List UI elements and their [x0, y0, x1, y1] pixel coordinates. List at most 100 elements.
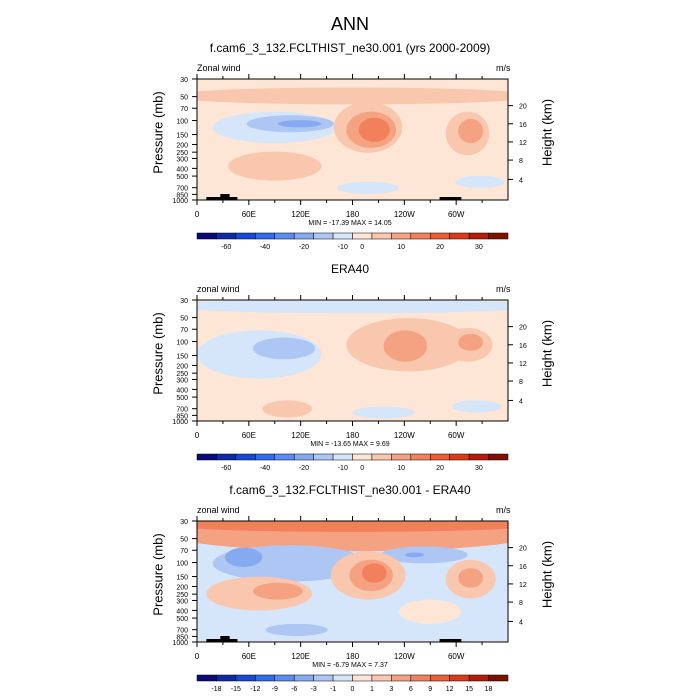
- colorbar-swatch: [371, 232, 392, 240]
- colorbar-swatch: [391, 453, 412, 461]
- colorbar-label: 10: [397, 465, 405, 472]
- colorbar-label: -40: [260, 244, 270, 251]
- panel-title: ERA40: [330, 262, 370, 276]
- colorbar-label: 10: [397, 244, 405, 251]
- x-tick-label: 120E: [291, 210, 310, 219]
- colorbar-swatch: [410, 674, 431, 682]
- colorbar-swatch: [488, 674, 509, 682]
- stats-text: MIN = -17.39 MAX = 14.05: [308, 220, 392, 227]
- x-tick-label: 180: [346, 431, 360, 440]
- y-tick-label: 500: [176, 616, 188, 623]
- y-tick-label: 1000: [172, 640, 188, 647]
- colorbar-swatch: [216, 453, 237, 461]
- contour-fill: [405, 552, 425, 558]
- y2-tick-label: 12: [519, 361, 527, 368]
- colorbar-label: -3: [311, 686, 317, 693]
- y2-tick-label: 20: [519, 104, 527, 111]
- colorbar-label: 6: [409, 686, 413, 693]
- colorbar-label: -1: [330, 686, 336, 693]
- topography: [439, 639, 462, 642]
- colorbar-swatch: [371, 453, 392, 461]
- contour-fill: [265, 623, 328, 636]
- colorbar-swatch: [332, 453, 353, 461]
- y2-tick-label: 12: [519, 582, 527, 589]
- x-tick-label: 180: [346, 210, 360, 219]
- y-tick-label: 400: [176, 608, 188, 615]
- colorbar-swatch: [216, 232, 237, 240]
- contour-fill: [262, 400, 313, 418]
- contour-fill: [458, 568, 484, 588]
- colorbar-label: -10: [338, 465, 348, 472]
- y-tick-label: 50: [180, 537, 188, 544]
- y-tick-label: 400: [176, 387, 188, 394]
- y-tick-label: 250: [176, 592, 188, 599]
- y2-tick-label: 16: [519, 343, 527, 350]
- contours: [197, 521, 508, 636]
- colorbar-label: 9: [428, 686, 432, 693]
- y-tick-label: 200: [176, 584, 188, 591]
- colorbar-swatch: [332, 232, 353, 240]
- y-tick-label: 850: [176, 634, 188, 641]
- contour-fill: [358, 117, 390, 142]
- y-tick-label: 850: [176, 413, 188, 420]
- colorbar-label: 3: [389, 686, 393, 693]
- colorbar-swatch: [468, 232, 489, 240]
- y2-tick-label: 16: [519, 564, 527, 571]
- colorbar-swatch: [274, 232, 295, 240]
- colorbar-swatch: [352, 232, 373, 240]
- colorbar-swatch: [449, 453, 470, 461]
- stats-text: MIN = -13.65 MAX = 9.69: [310, 441, 390, 448]
- x-tick-label: 60W: [448, 431, 465, 440]
- colorbar-label: 0: [360, 244, 364, 251]
- field-label: zonal wind: [197, 505, 240, 515]
- x-tick-label: 120E: [291, 652, 310, 661]
- contour-fill: [455, 175, 505, 188]
- x-tick-label: 120E: [291, 431, 310, 440]
- y-tick-label: 300: [176, 598, 188, 605]
- field-label: zonal wind: [197, 284, 240, 294]
- y-tick-label: 500: [176, 395, 188, 402]
- colorbar-swatch: [313, 232, 334, 240]
- contour-fill: [399, 599, 462, 624]
- contours: [197, 300, 508, 419]
- y2-tick-label: 4: [519, 619, 523, 626]
- y-tick-label: 50: [180, 95, 188, 102]
- y-tick-label: 100: [176, 340, 188, 347]
- y-tick-label: 200: [176, 363, 188, 370]
- x-tick-label: 0: [195, 431, 200, 440]
- colorbar-swatch: [352, 453, 373, 461]
- contour-fill: [228, 151, 322, 181]
- colorbar-swatch: [430, 453, 450, 461]
- colorbar-swatch: [468, 453, 489, 461]
- contour-fill: [197, 300, 508, 314]
- y-tick-label: 70: [180, 106, 188, 113]
- contour-fill: [197, 87, 508, 105]
- stats-text: MIN = -6.79 MAX = 7.37: [312, 662, 388, 669]
- x-tick-label: 0: [195, 210, 200, 219]
- colorbar-swatch: [391, 674, 412, 682]
- colorbar-swatch: [332, 674, 353, 682]
- colorbar-swatch: [410, 232, 431, 240]
- colorbar-label: -40: [260, 465, 270, 472]
- colorbar-swatch: [293, 674, 314, 682]
- contours: [197, 87, 508, 194]
- colorbar-label: -9: [272, 686, 278, 693]
- y-tick-label: 500: [176, 174, 188, 181]
- y2-tick-label: 8: [519, 158, 523, 165]
- contour-fill: [452, 400, 502, 413]
- colorbar-label: 18: [485, 686, 493, 693]
- topography: [206, 639, 238, 642]
- colorbar-swatch: [274, 674, 295, 682]
- y2-tick-label: 8: [519, 379, 523, 386]
- contour-fill: [383, 330, 428, 362]
- contour-plot-0: 0 60E 120E 180 120W 60W3050701001502002503004…: [172, 74, 527, 251]
- units-label: m/s: [496, 505, 511, 515]
- colorbar-label: -6: [291, 686, 297, 693]
- colorbar-label: -10: [338, 244, 348, 251]
- colorbar-label: -18: [211, 686, 221, 693]
- y-tick-label: 300: [176, 377, 188, 384]
- units-label: m/s: [496, 63, 511, 73]
- y-tick-label: 1000: [172, 419, 188, 426]
- main-title: ANN: [330, 14, 369, 34]
